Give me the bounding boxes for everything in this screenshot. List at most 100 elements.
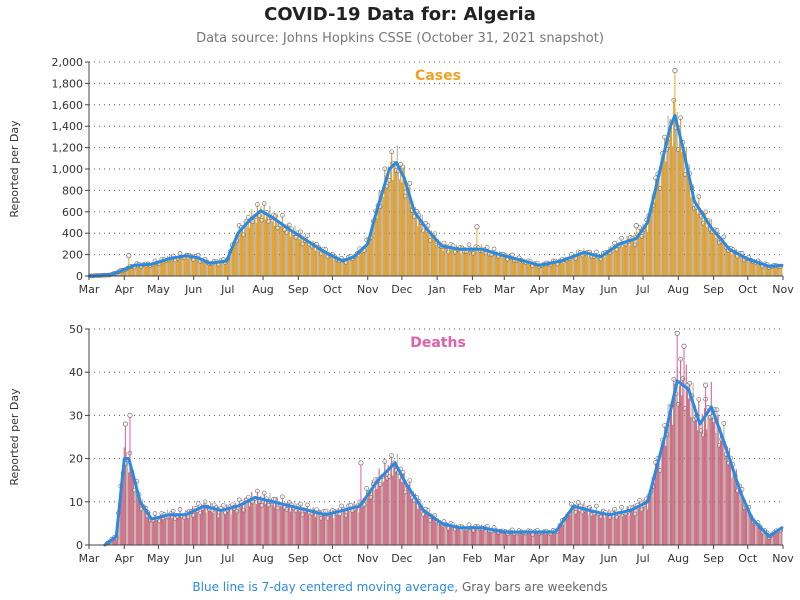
daily-bar <box>578 255 580 277</box>
y-tick-label: 1,600 <box>52 99 84 112</box>
daily-bar <box>636 234 638 277</box>
daily-bar <box>451 527 453 546</box>
daily-bar <box>690 416 692 546</box>
daily-bar <box>618 245 620 277</box>
daily-bar <box>170 513 172 546</box>
daily-bar <box>503 257 505 277</box>
daily-bar <box>376 488 378 546</box>
daily-bar <box>267 216 269 277</box>
daily-bar <box>708 415 710 546</box>
daily-bar <box>211 510 213 546</box>
daily-bar <box>441 246 443 277</box>
daily-bar <box>351 511 353 546</box>
daily-bar <box>292 507 294 546</box>
daily-bar <box>330 254 332 277</box>
daily-bar <box>171 518 173 546</box>
footnote-moving-average: Blue line is 7-day centered moving avera… <box>192 580 459 594</box>
daily-bar <box>553 263 555 277</box>
daily-bar <box>394 164 396 277</box>
daily-bar <box>492 529 494 546</box>
daily-bar <box>758 526 760 546</box>
daily-bar <box>292 232 294 277</box>
daily-bar <box>355 254 357 277</box>
daily-bar <box>195 256 197 277</box>
x-tick-label: Jan <box>428 552 446 565</box>
daily-bar <box>459 526 461 546</box>
daily-point <box>195 501 201 506</box>
daily-bar <box>394 463 396 546</box>
daily-bar <box>449 247 451 277</box>
daily-bar <box>693 419 695 546</box>
daily-bar <box>301 235 303 277</box>
daily-bar <box>510 532 512 546</box>
daily-point <box>721 421 727 426</box>
daily-bar <box>295 510 297 546</box>
daily-bar <box>165 260 167 277</box>
daily-bar <box>322 511 324 546</box>
daily-bar <box>284 229 286 277</box>
daily-bar <box>607 514 609 546</box>
daily-bar <box>422 514 425 546</box>
daily-bar <box>544 534 546 546</box>
daily-bar <box>401 182 403 277</box>
daily-bar <box>271 504 273 546</box>
daily-bar <box>781 265 783 277</box>
daily-bar <box>446 244 448 277</box>
daily-bar <box>338 260 340 277</box>
daily-bar <box>254 216 256 277</box>
daily-bar <box>730 457 732 546</box>
daily-bar <box>666 434 668 546</box>
daily-bar <box>163 514 165 546</box>
daily-bar <box>196 511 198 546</box>
daily-bar <box>650 491 652 546</box>
daily-bar <box>305 240 307 277</box>
x-tick-label: Sep <box>288 283 309 296</box>
daily-bar <box>370 237 372 277</box>
daily-bar <box>237 235 239 277</box>
daily-point <box>323 508 328 514</box>
daily-bar <box>694 200 697 277</box>
daily-bar <box>246 503 248 546</box>
daily-bar <box>756 263 758 277</box>
daily-bar <box>476 529 478 546</box>
daily-bar <box>296 510 298 546</box>
daily-bar <box>611 247 613 277</box>
daily-bar <box>204 501 206 546</box>
daily-bar <box>684 408 686 546</box>
daily-bar <box>314 250 317 277</box>
daily-bar <box>304 510 306 546</box>
daily-bar <box>591 256 593 277</box>
daily-bar <box>405 482 408 546</box>
daily-bar <box>428 230 430 277</box>
daily-bar <box>202 508 204 546</box>
daily-bar <box>219 508 221 546</box>
daily-bar <box>288 502 290 546</box>
daily-bar <box>186 512 188 546</box>
daily-bar <box>391 455 393 546</box>
daily-point <box>177 251 183 256</box>
daily-bar <box>317 513 319 546</box>
x-tick-label: May <box>147 283 170 296</box>
daily-bar <box>603 517 605 546</box>
daily-bar <box>425 508 427 546</box>
daily-bar <box>205 263 207 277</box>
moving-average-line <box>87 114 784 278</box>
daily-bar <box>355 506 357 546</box>
daily-bar <box>358 256 360 277</box>
x-tick-label: Feb <box>463 283 482 296</box>
daily-bar <box>483 528 485 546</box>
daily-bar <box>171 260 173 277</box>
daily-bar <box>196 258 198 277</box>
daily-bar <box>280 506 282 546</box>
daily-bar <box>596 513 599 546</box>
daily-bar <box>273 507 276 546</box>
x-tick-label: Oct <box>323 283 343 296</box>
y-tick-label: 50 <box>69 323 83 336</box>
daily-bar <box>619 511 621 546</box>
daily-bar <box>488 253 491 277</box>
daily-bar <box>398 179 401 277</box>
y-tick-label: 30 <box>69 409 83 422</box>
daily-bar <box>662 445 665 546</box>
daily-bar <box>733 474 735 546</box>
